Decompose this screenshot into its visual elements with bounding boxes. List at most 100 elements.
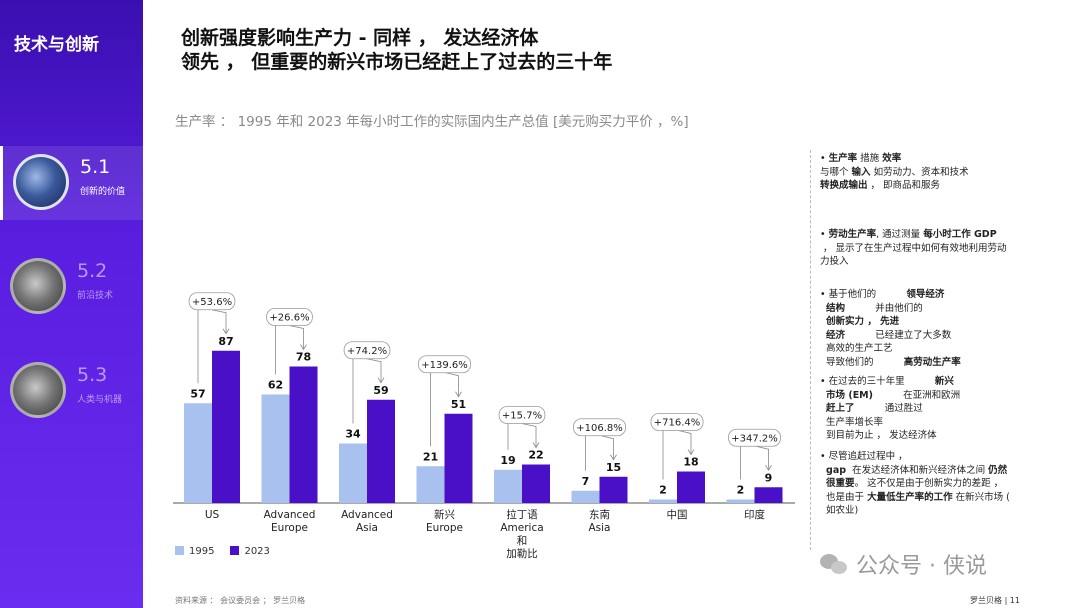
- note-text: 如农业): [820, 505, 859, 516]
- bar-1995: [261, 394, 290, 503]
- note-text: 已经建立了大多数: [845, 329, 952, 341]
- data-label-1995: 7: [582, 475, 590, 488]
- note-bullet: • 生产率 措施 效率 与哪个 输入 如劳动力、资本和技术 转换成输出 ， 即商品和…: [820, 152, 969, 193]
- source-note: 资料来源 ： 会议委员会 ； 罗兰贝格: [175, 596, 306, 605]
- bar-2023: [212, 350, 240, 503]
- note-text: 通过胜过: [854, 403, 923, 414]
- note-line: 力投入: [820, 255, 1007, 269]
- note-bullet: • 在过去的三十年里 新兴 市场 (EM) 在亚洲和欧洲 赶上了 通过胜过 生产…: [820, 375, 960, 443]
- bar-1995: [649, 499, 677, 503]
- note-text: 生产率增长率: [820, 416, 884, 428]
- sidebar-item-number: 5.2: [77, 260, 108, 282]
- note-text: •: [820, 229, 829, 240]
- watermark-text: 公众号 · 侠说: [856, 554, 987, 579]
- note-line: • 基于他们的 领导经济: [820, 288, 961, 302]
- productivity-bar-chart: 5787+53.6%US6278+26.6%AdvancedEurope3459…: [173, 292, 795, 560]
- bar-1995: [571, 490, 600, 503]
- bar-1995: [339, 443, 367, 503]
- legend-label-2023: 2023: [244, 546, 270, 557]
- note-text: ， 即商品和服务: [867, 180, 941, 191]
- bar-2023: [677, 471, 705, 503]
- note-emphasis: 经济: [826, 329, 846, 341]
- page-title-line-2: 领先 ， 但重要的新兴市场已经赶上了过去的三十年: [181, 51, 613, 73]
- notes-divider: [810, 150, 811, 550]
- note-text: 导致他们的: [820, 356, 904, 368]
- note-bullet: • 劳动生产率, 通过测量 每小时工作 GDP ， 显示了在生产过程中如何有效地…: [820, 228, 1007, 269]
- note-emphasis: 输入: [851, 166, 871, 178]
- growth-connector: [662, 430, 692, 480]
- note-line: 转换成输出 ， 即商品和服务: [820, 179, 969, 193]
- note-emphasis: 创新实力 ， 先进: [826, 316, 900, 327]
- growth-label: +716.4%: [654, 418, 701, 429]
- note-bullet: • 尽管追赶过程中 ， gap 在发达经济体和新兴经济体之间 仍然 很重要。 这…: [820, 450, 1010, 518]
- data-label-1995: 2: [659, 484, 667, 497]
- note-line: 结构 并由他们的: [820, 302, 961, 316]
- growth-connector: [740, 445, 769, 480]
- page-footer: 罗兰贝格 | 11: [970, 596, 1020, 605]
- note-line: 到目前为止 ， 发达经济体: [820, 429, 960, 443]
- note-emphasis: 转换成输出: [820, 180, 868, 191]
- sidebar-item-5-1[interactable]: 5.1 创新的价值: [0, 146, 143, 220]
- sidebar-item-5-3[interactable]: 5.3 人类与机器: [0, 354, 143, 428]
- note-line: 创新实力 ， 先进: [820, 315, 961, 329]
- legend-item-2023: 2023: [230, 546, 270, 557]
- growth-connector: [275, 325, 304, 375]
- note-text: 并由他们的: [845, 302, 923, 314]
- note-line: gap 在发达经济体和新兴经济体之间 仍然: [820, 464, 1010, 478]
- note-line: 高效的生产工艺: [820, 342, 961, 356]
- note-line: • 尽管追赶过程中 ，: [820, 450, 1010, 464]
- note-emphasis: 生产率: [828, 153, 858, 164]
- sidebar-item-label: 前沿技术: [77, 291, 114, 301]
- data-label-1995: 21: [423, 450, 438, 463]
- bar-1995: [416, 466, 445, 503]
- growth-connector: [585, 435, 614, 471]
- data-label-2023: 87: [218, 335, 233, 348]
- note-text: •: [820, 153, 829, 164]
- growth-label: +26.6%: [269, 313, 309, 324]
- wechat-icon: [820, 552, 850, 576]
- note-emphasis: 效率: [882, 153, 902, 164]
- chart-legend: 1995 2023: [175, 546, 270, 557]
- growth-connector: [197, 309, 227, 384]
- note-emphasis: 每小时工作 GDP: [923, 229, 997, 240]
- growth-arrow-icon: [377, 377, 385, 384]
- note-line: 导致他们的 高劳动生产率: [820, 356, 961, 370]
- note-line: • 在过去的三十年里 新兴: [820, 375, 960, 389]
- note-emphasis: 劳动生产率: [828, 229, 877, 240]
- note-text: 在亚洲和欧洲: [872, 389, 961, 401]
- growth-connector: [507, 423, 537, 450]
- legend-swatch-2023: [230, 546, 240, 555]
- data-label-2023: 59: [373, 384, 388, 397]
- data-label-2023: 78: [296, 351, 311, 364]
- page-title-line-1: 创新强度影响生产力 - 同样 ， 发达经济体: [181, 27, 539, 49]
- sidebar-item-5-2[interactable]: 5.2 前沿技术: [0, 250, 143, 324]
- note-text: 与哪个: [820, 166, 852, 178]
- note-emphasis: 市场 (EM): [826, 389, 873, 401]
- note-line: 很重要。 这不仅是由于创新实力的差距 ，: [820, 477, 1010, 491]
- note-line: 赶上了 通过胜过: [820, 402, 960, 416]
- legend-item-1995: 1995: [175, 546, 214, 557]
- note-emphasis: 领导经济: [906, 289, 945, 300]
- note-emphasis: 很重要: [826, 478, 855, 489]
- note-text: 高效的生产工艺: [820, 343, 893, 354]
- category-label: 新兴: [434, 508, 455, 521]
- data-label-2023: 15: [606, 461, 621, 474]
- data-label-1995: 2: [737, 484, 745, 497]
- page-title: 创新强度影响生产力 - 同样 ， 发达经济体 领先 ， 但重要的新兴市场已经赶上…: [181, 26, 612, 74]
- human-machine-thumbnail-icon: [10, 362, 66, 418]
- bar-1995: [726, 499, 755, 503]
- note-emphasis: 大量低生产率的工作: [867, 491, 953, 503]
- category-label: Asia: [356, 522, 378, 534]
- growth-bubble: [573, 418, 626, 437]
- category-label: Advanced: [341, 509, 393, 521]
- note-text: 。 这不仅是由于创新实力的差距 ，: [854, 478, 1004, 489]
- note-emphasis: 结构: [826, 302, 846, 314]
- category-label: Asia: [588, 522, 610, 534]
- growth-arrow-icon: [300, 344, 307, 351]
- section-title: 技术与创新: [14, 35, 99, 55]
- growth-arrow-icon: [610, 454, 617, 461]
- growth-bubble: [343, 341, 391, 360]
- legend-swatch-1995: [175, 546, 184, 555]
- note-text: 在新兴市场 (: [952, 491, 1010, 503]
- data-label-1995: 34: [345, 428, 361, 441]
